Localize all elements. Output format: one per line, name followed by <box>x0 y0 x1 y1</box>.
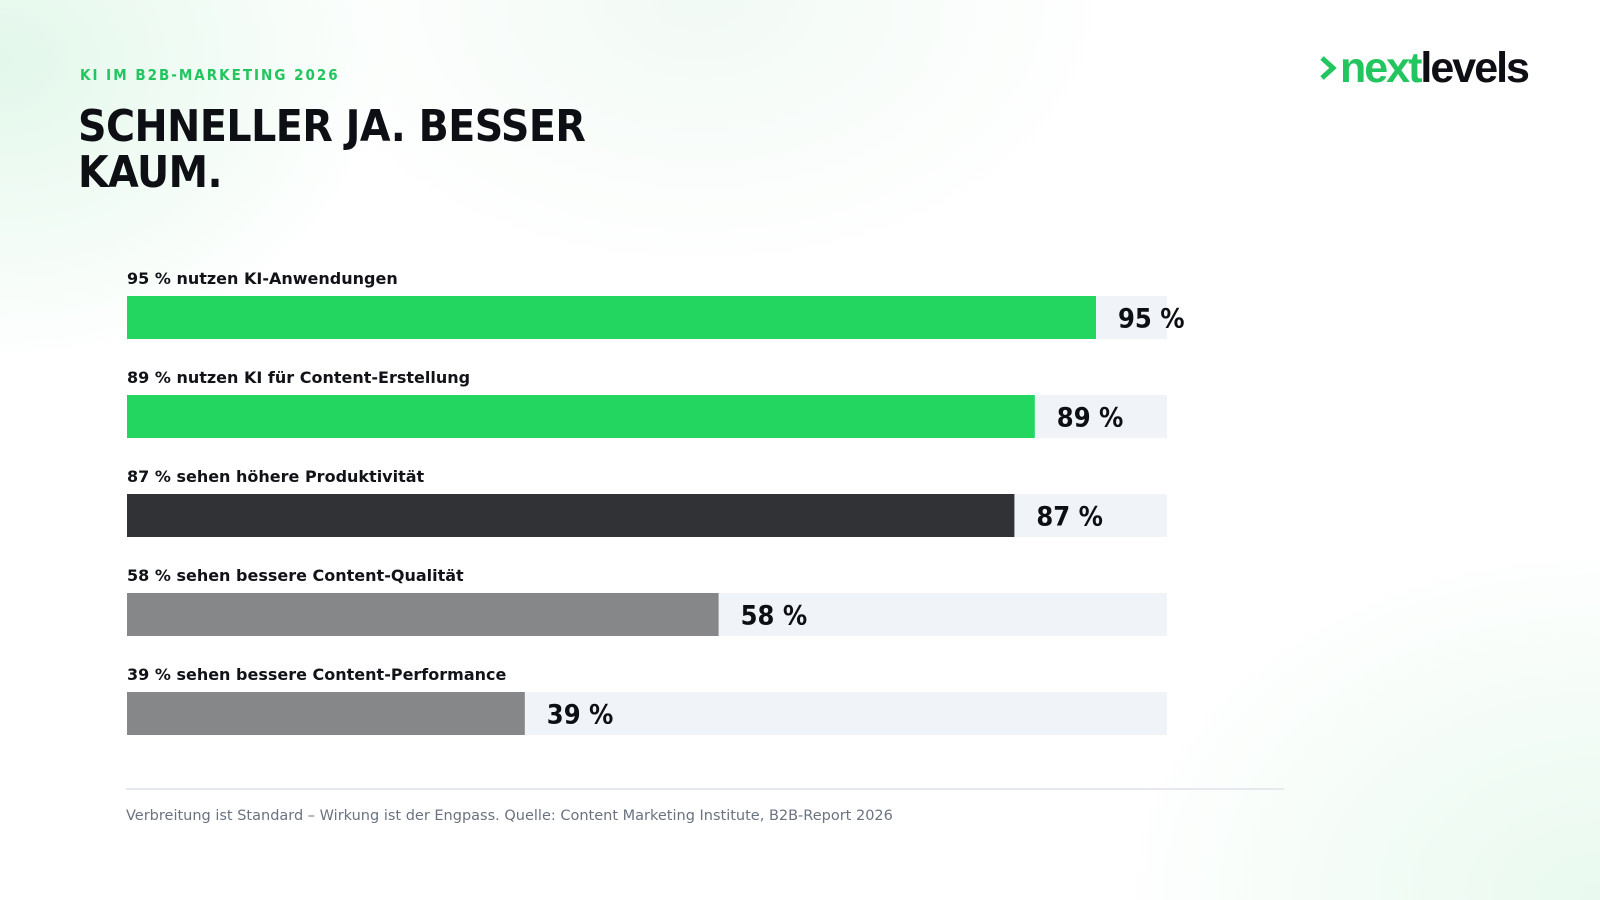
bar <box>127 593 719 636</box>
bar-category-label: 39 % sehen bessere Content-Performance <box>127 665 506 684</box>
logo-text-next: next <box>1340 44 1422 92</box>
bar-value-label: 58 % <box>741 601 808 632</box>
divider <box>126 788 1284 790</box>
bar-value-label: 87 % <box>1036 502 1103 533</box>
bar <box>127 395 1035 438</box>
bar-category-label: 95 % nutzen KI-Anwendungen <box>127 269 398 288</box>
page-title: SCHNELLER JA. BESSER KAUM. <box>78 101 586 198</box>
bar-value-label: 95 % <box>1118 304 1185 335</box>
bar <box>127 494 1015 537</box>
chevron-right-icon <box>1320 56 1337 80</box>
bar-category-label: 89 % nutzen KI für Content-Erstellung <box>127 368 470 387</box>
brand-logo: next levels <box>1318 42 1530 94</box>
bar-value-label: 89 % <box>1057 403 1124 434</box>
footnote-source: Verbreitung ist Standard – Wirkung ist d… <box>126 808 893 824</box>
eyebrow-label: KI IM B2B-MARKETING 2026 <box>80 66 340 84</box>
bar-category-label: 87 % sehen höhere Produktivität <box>127 467 425 486</box>
bar-value-label: 39 % <box>547 700 614 731</box>
logo-text-levels: levels <box>1420 44 1530 92</box>
bar <box>127 296 1096 339</box>
bar <box>127 692 525 735</box>
bar-category-label: 58 % sehen bessere Content-Qualität <box>127 566 464 585</box>
